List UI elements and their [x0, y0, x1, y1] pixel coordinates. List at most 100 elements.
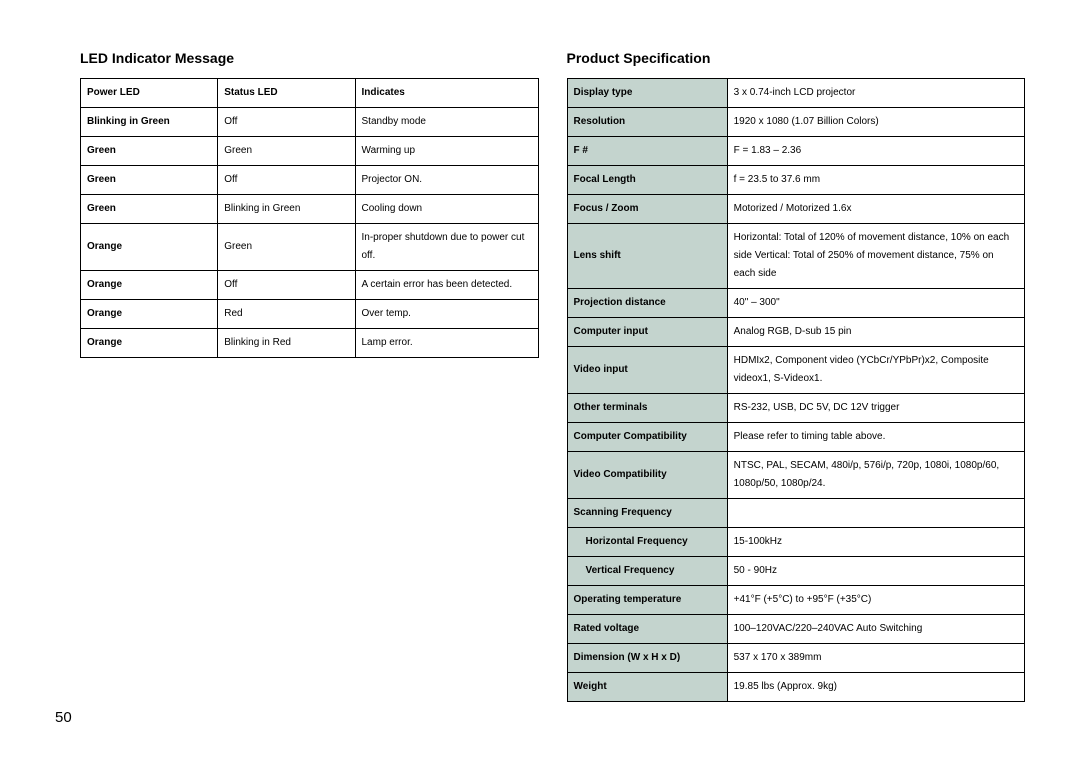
- table-row: Other terminalsRS-232, USB, DC 5V, DC 12…: [567, 394, 1025, 423]
- table-row: Scanning Frequency: [567, 499, 1025, 528]
- spec-label-cell: Other terminals: [567, 394, 727, 423]
- led-status-cell: Off: [218, 108, 355, 137]
- table-row: OrangeOffA certain error has been detect…: [81, 271, 539, 300]
- led-power-cell: Orange: [81, 300, 218, 329]
- led-power-cell: Blinking in Green: [81, 108, 218, 137]
- spec-value-cell: [727, 499, 1024, 528]
- spec-label-cell: Resolution: [567, 108, 727, 137]
- spec-label-cell: Video Compatibility: [567, 452, 727, 499]
- led-power-cell: Green: [81, 166, 218, 195]
- table-row: OrangeGreenIn-proper shutdown due to pow…: [81, 224, 539, 271]
- led-status-cell: Off: [218, 166, 355, 195]
- table-row: Projection distance40" – 300": [567, 289, 1025, 318]
- table-row: Operating temperature+41°F (+5°C) to +95…: [567, 586, 1025, 615]
- led-section-title: LED Indicator Message: [80, 50, 539, 66]
- spec-label-cell: Focus / Zoom: [567, 195, 727, 224]
- led-status-cell: Blinking in Red: [218, 329, 355, 358]
- led-indicates-cell: Over temp.: [355, 300, 538, 329]
- table-row: Video inputHDMIx2, Component video (YCbC…: [567, 347, 1025, 394]
- spec-label-cell: Lens shift: [567, 224, 727, 289]
- spec-value-cell: 100–120VAC/220–240VAC Auto Switching: [727, 615, 1024, 644]
- spec-value-cell: Horizontal: Total of 120% of movement di…: [727, 224, 1024, 289]
- table-row: Weight19.85 lbs (Approx. 9kg): [567, 673, 1025, 702]
- led-status-cell: Blinking in Green: [218, 195, 355, 224]
- left-column: LED Indicator Message Power LED Status L…: [80, 50, 539, 702]
- led-power-cell: Orange: [81, 271, 218, 300]
- spec-value-cell: Analog RGB, D-sub 15 pin: [727, 318, 1024, 347]
- product-spec-table: Display type3 x 0.74-inch LCD projectorR…: [567, 78, 1026, 702]
- table-row: OrangeBlinking in RedLamp error.: [81, 329, 539, 358]
- spec-value-cell: f = 23.5 to 37.6 mm: [727, 166, 1024, 195]
- spec-label-cell: Scanning Frequency: [567, 499, 727, 528]
- table-row: Rated voltage100–120VAC/220–240VAC Auto …: [567, 615, 1025, 644]
- spec-value-cell: RS-232, USB, DC 5V, DC 12V trigger: [727, 394, 1024, 423]
- spec-value-cell: 537 x 170 x 389mm: [727, 644, 1024, 673]
- table-header-row: Power LED Status LED Indicates: [81, 79, 539, 108]
- spec-value-cell: 1920 x 1080 (1.07 Billion Colors): [727, 108, 1024, 137]
- header-indicates: Indicates: [355, 79, 538, 108]
- table-row: Lens shiftHorizontal: Total of 120% of m…: [567, 224, 1025, 289]
- spec-label-cell: Focal Length: [567, 166, 727, 195]
- spec-value-cell: +41°F (+5°C) to +95°F (+35°C): [727, 586, 1024, 615]
- led-power-cell: Orange: [81, 224, 218, 271]
- spec-value-cell: 3 x 0.74-inch LCD projector: [727, 79, 1024, 108]
- right-column: Product Specification Display type3 x 0.…: [567, 50, 1026, 702]
- table-row: Dimension (W x H x D)537 x 170 x 389mm: [567, 644, 1025, 673]
- spec-value-cell: NTSC, PAL, SECAM, 480i/p, 576i/p, 720p, …: [727, 452, 1024, 499]
- table-row: Display type3 x 0.74-inch LCD projector: [567, 79, 1025, 108]
- led-status-cell: Green: [218, 137, 355, 166]
- led-status-cell: Green: [218, 224, 355, 271]
- spec-section-title: Product Specification: [567, 50, 1026, 66]
- table-row: Video CompatibilityNTSC, PAL, SECAM, 480…: [567, 452, 1025, 499]
- spec-value-cell: 50 - 90Hz: [727, 557, 1024, 586]
- spec-label-cell: Computer Compatibility: [567, 423, 727, 452]
- spec-value-cell: 15-100kHz: [727, 528, 1024, 557]
- page-container: LED Indicator Message Power LED Status L…: [0, 0, 1080, 722]
- spec-label-cell: F #: [567, 137, 727, 166]
- table-row: Computer inputAnalog RGB, D-sub 15 pin: [567, 318, 1025, 347]
- table-row: Focal Lengthf = 23.5 to 37.6 mm: [567, 166, 1025, 195]
- page-number: 50: [55, 709, 72, 726]
- table-row: GreenBlinking in GreenCooling down: [81, 195, 539, 224]
- led-indicates-cell: Lamp error.: [355, 329, 538, 358]
- led-indicates-cell: In-proper shutdown due to power cut off.: [355, 224, 538, 271]
- led-indicates-cell: Projector ON.: [355, 166, 538, 195]
- led-status-cell: Red: [218, 300, 355, 329]
- spec-label-cell: Projection distance: [567, 289, 727, 318]
- led-power-cell: Green: [81, 137, 218, 166]
- spec-label-cell: Display type: [567, 79, 727, 108]
- spec-value-cell: Motorized / Motorized 1.6x: [727, 195, 1024, 224]
- header-power-led: Power LED: [81, 79, 218, 108]
- spec-label-cell: Dimension (W x H x D): [567, 644, 727, 673]
- led-indicates-cell: Cooling down: [355, 195, 538, 224]
- led-power-cell: Green: [81, 195, 218, 224]
- table-row: Focus / ZoomMotorized / Motorized 1.6x: [567, 195, 1025, 224]
- spec-label-cell: Computer input: [567, 318, 727, 347]
- spec-label-cell: Weight: [567, 673, 727, 702]
- led-indicates-cell: Warming up: [355, 137, 538, 166]
- table-row: Blinking in GreenOffStandby mode: [81, 108, 539, 137]
- spec-value-cell: F = 1.83 – 2.36: [727, 137, 1024, 166]
- led-status-cell: Off: [218, 271, 355, 300]
- table-row: GreenGreenWarming up: [81, 137, 539, 166]
- spec-label-cell: Horizontal Frequency: [567, 528, 727, 557]
- table-row: Computer CompatibilityPlease refer to ti…: [567, 423, 1025, 452]
- spec-label-cell: Operating temperature: [567, 586, 727, 615]
- spec-label-cell: Video input: [567, 347, 727, 394]
- table-row: Horizontal Frequency15-100kHz: [567, 528, 1025, 557]
- spec-value-cell: Please refer to timing table above.: [727, 423, 1024, 452]
- header-status-led: Status LED: [218, 79, 355, 108]
- spec-label-cell: Vertical Frequency: [567, 557, 727, 586]
- led-indicates-cell: Standby mode: [355, 108, 538, 137]
- spec-label-cell: Rated voltage: [567, 615, 727, 644]
- table-row: GreenOffProjector ON.: [81, 166, 539, 195]
- spec-value-cell: HDMIx2, Component video (YCbCr/YPbPr)x2,…: [727, 347, 1024, 394]
- led-power-cell: Orange: [81, 329, 218, 358]
- table-row: OrangeRedOver temp.: [81, 300, 539, 329]
- led-indicator-table: Power LED Status LED Indicates Blinking …: [80, 78, 539, 358]
- spec-value-cell: 40" – 300": [727, 289, 1024, 318]
- spec-value-cell: 19.85 lbs (Approx. 9kg): [727, 673, 1024, 702]
- table-row: Resolution1920 x 1080 (1.07 Billion Colo…: [567, 108, 1025, 137]
- table-row: F #F = 1.83 – 2.36: [567, 137, 1025, 166]
- table-row: Vertical Frequency50 - 90Hz: [567, 557, 1025, 586]
